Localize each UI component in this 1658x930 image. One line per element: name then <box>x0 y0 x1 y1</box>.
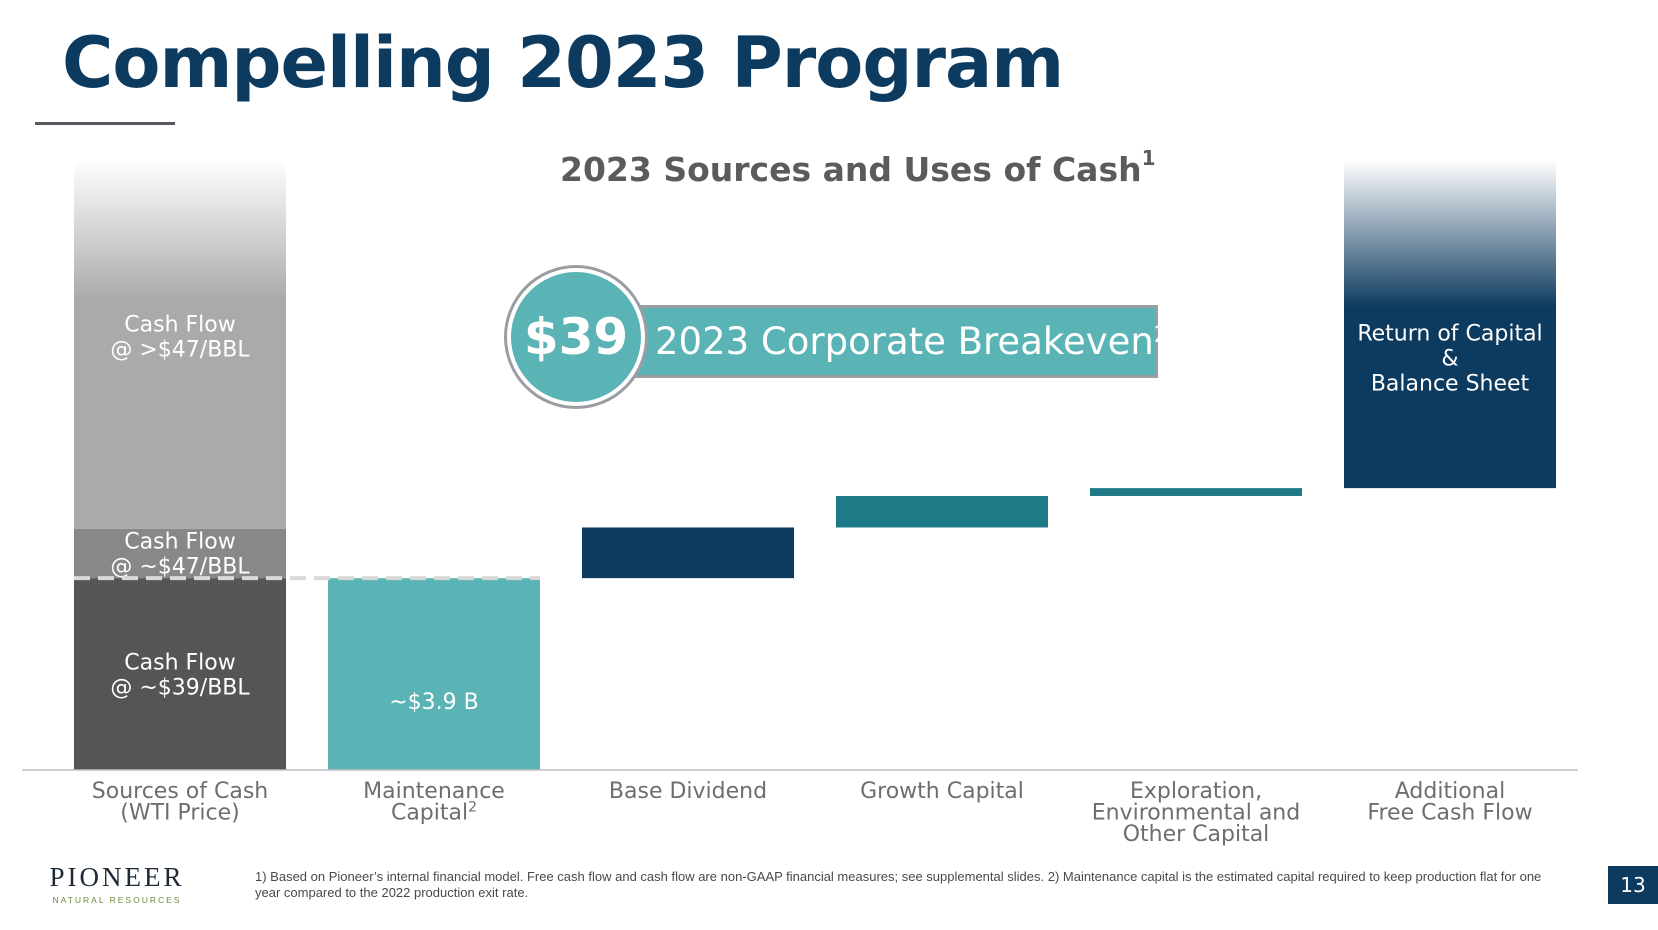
use-bar-2 <box>582 527 794 579</box>
slide-footnote: 1) Based on Pioneer’s internal financial… <box>255 869 1542 900</box>
chart-title-text: 2023 Sources and Uses of Cash <box>560 150 1142 189</box>
category-label-4: Growth Capital <box>860 779 1024 804</box>
category-label-6: Additional Free Cash Flow <box>1367 779 1532 826</box>
source-segment-label-2: Cash Flow @ ~$47/BBL <box>110 530 250 580</box>
use-bar-4 <box>1090 488 1302 496</box>
breakeven-callout-footnote: 2 <box>1153 323 1168 348</box>
logo-subtitle: NATURAL RESOURCES <box>52 895 182 905</box>
slide-title: Compelling 2023 Program <box>62 22 1064 104</box>
breakeven-price-circle: $39 <box>507 268 645 406</box>
source-segment-label-3: Cash Flow @ >$47/BBL <box>110 313 250 363</box>
use-bar-5 <box>1344 160 1556 489</box>
category-label-1: Sources of Cash (WTI Price) <box>92 779 268 826</box>
category-label-3: Base Dividend <box>609 779 767 804</box>
page-number: 13 <box>1608 866 1658 904</box>
breakeven-callout-box: 2023 Corporate Breakeven 2 <box>628 305 1168 378</box>
category-label-2: Maintenance Capital2 <box>363 779 505 826</box>
source-segment-3 <box>74 160 286 529</box>
source-segment-1 <box>74 578 286 770</box>
chart-title: 2023 Sources and Uses of Cash1 <box>560 146 1156 189</box>
category-label-5: Exploration, Environmental and Other Capit… <box>1092 779 1300 847</box>
chart-title-footnote: 1 <box>1141 146 1156 170</box>
source-segment-label-1: Cash Flow @ ~$39/BBL <box>110 650 250 700</box>
source-segment-2 <box>74 528 286 579</box>
sources-uses-chart: Cash Flow @ ~$39/BBL Cash Flow @ ~$47/BBL Ca… <box>22 160 1578 847</box>
company-logo: PIONEER NATURAL RESOURCES <box>42 862 192 905</box>
use-bar-label-1: ~$3.9 B <box>389 690 479 715</box>
logo-wordmark: PIONEER <box>49 862 185 892</box>
use-bar-label-5: Return of Capital & Balance Sheet <box>1357 322 1542 397</box>
use-bar-1 <box>328 578 540 770</box>
use-bar-3 <box>836 495 1048 528</box>
title-underline <box>35 122 175 125</box>
breakeven-callout-text: 2023 Corporate Breakeven <box>655 320 1154 363</box>
